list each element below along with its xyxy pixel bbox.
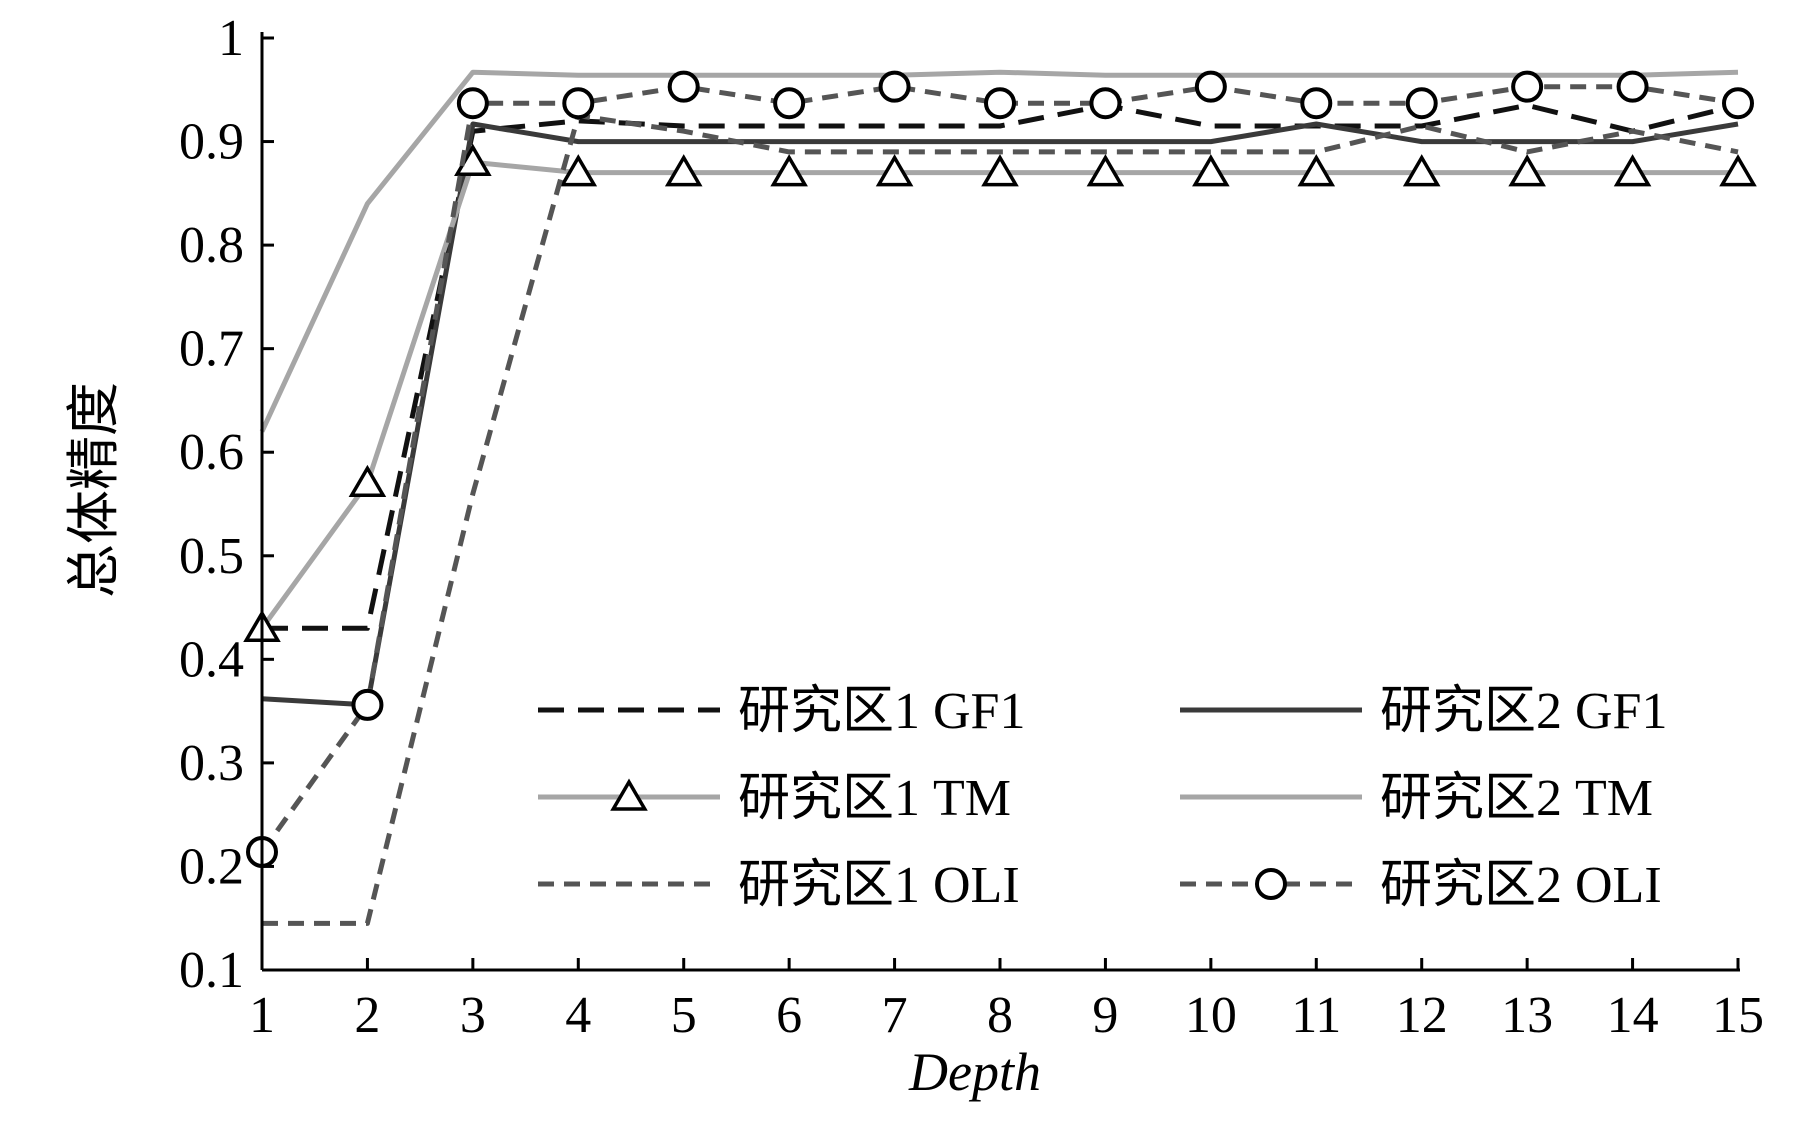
data-point <box>1402 154 1441 187</box>
data-point <box>1194 70 1227 103</box>
y-tick-label: 0.5 <box>179 528 244 585</box>
legend-label: 研究区1 OLI <box>738 857 1020 914</box>
data-point <box>981 154 1019 187</box>
series-line <box>259 159 1738 630</box>
data-point <box>351 688 384 721</box>
x-tick-label: 13 <box>1501 987 1553 1044</box>
data-point <box>770 154 808 187</box>
series-line <box>261 121 1739 708</box>
x-tick-label: 14 <box>1607 987 1659 1044</box>
data-point <box>348 464 387 498</box>
y-tick-label: 1 <box>218 10 244 67</box>
x-tick-label: 8 <box>987 987 1013 1044</box>
x-tick-label: 1 <box>249 987 275 1044</box>
series-4 <box>259 69 1739 433</box>
y-tick-label: 0.3 <box>179 735 244 792</box>
y-tick-label: 0.6 <box>179 424 244 481</box>
x-tick-label: 11 <box>1291 987 1341 1044</box>
y-tick-label: 0.8 <box>179 217 244 274</box>
data-point <box>1086 154 1125 187</box>
legend-label: 研究区2 OLI <box>1380 857 1662 914</box>
legend-label: 研究区2 GF1 <box>1380 683 1667 740</box>
legend-entry: 研究区2 GF1 <box>1180 683 1667 740</box>
legend-label: 研究区2 TM <box>1380 770 1653 827</box>
data-point <box>878 70 911 103</box>
legend-marker <box>610 778 648 811</box>
x-tick-label: 5 <box>671 987 697 1044</box>
y-tick-label: 0.4 <box>179 631 244 688</box>
series-line <box>262 113 1739 926</box>
legend-entry: 研究区2 TM <box>1180 770 1653 827</box>
y-tick-label: 0.7 <box>179 321 244 378</box>
data-point <box>1405 87 1438 120</box>
legend-entry: 研究区1 TM <box>538 770 1011 827</box>
legend-label: 研究区1 TM <box>738 770 1011 827</box>
data-point <box>875 154 914 187</box>
data-point <box>1719 154 1757 187</box>
x-tick-label: 15 <box>1712 987 1764 1044</box>
data-point <box>1089 87 1122 120</box>
data-point <box>1192 154 1230 187</box>
data-point <box>984 87 1016 120</box>
x-tick-label: 3 <box>460 987 486 1044</box>
data-point <box>456 87 489 120</box>
x-axis-title: Depth <box>908 1042 1041 1102</box>
data-point <box>1722 87 1754 120</box>
x-tick-label: 10 <box>1185 987 1237 1044</box>
legend-marker <box>1255 868 1287 900</box>
tick-labels: 0.10.20.30.40.50.60.70.80.911 2 3 4 5 6 7 8 9 10 1… <box>179 10 1764 1044</box>
series-6 <box>246 70 1754 868</box>
data-point <box>562 87 595 120</box>
y-tick-label: 0.2 <box>179 838 244 895</box>
x-tick-label: 7 <box>882 987 908 1044</box>
series-5 <box>262 113 1739 926</box>
axes <box>260 32 1740 972</box>
x-tick-label: 2 <box>354 987 380 1044</box>
series-line <box>259 69 1739 433</box>
legend-entry: 研究区2 OLI <box>1180 857 1662 914</box>
y-tick-label: 0.1 <box>179 942 244 999</box>
legend-entry: 研究区1 GF1 <box>538 683 1025 740</box>
series-3 <box>243 143 1757 643</box>
y-axis-title: 总体精度 <box>64 382 124 598</box>
series-2 <box>261 121 1739 708</box>
x-tick-label: 6 <box>776 987 802 1044</box>
legend-label: 研究区1 GF1 <box>738 683 1025 740</box>
data-point <box>667 70 700 103</box>
x-tick-label: 12 <box>1396 987 1448 1044</box>
data-point <box>1300 87 1333 120</box>
series-layer <box>243 69 1757 926</box>
data-point <box>1616 70 1649 103</box>
data-point <box>1511 70 1544 103</box>
x-tick-label: 4 <box>565 987 591 1044</box>
data-point <box>773 87 806 120</box>
data-point <box>664 154 703 187</box>
legend: 研究区1 GF1 研究区2 GF1 研究区1 TM 研究区2 TM 研究区1 OLI 研究… <box>538 683 1667 914</box>
data-point <box>1508 154 1546 187</box>
x-tick-label: 9 <box>1092 987 1118 1044</box>
data-point <box>559 154 598 187</box>
data-point <box>1297 154 1336 187</box>
y-tick-label: 0.9 <box>179 114 244 171</box>
legend-entry: 研究区1 OLI <box>538 857 1020 914</box>
data-point <box>1613 154 1652 187</box>
